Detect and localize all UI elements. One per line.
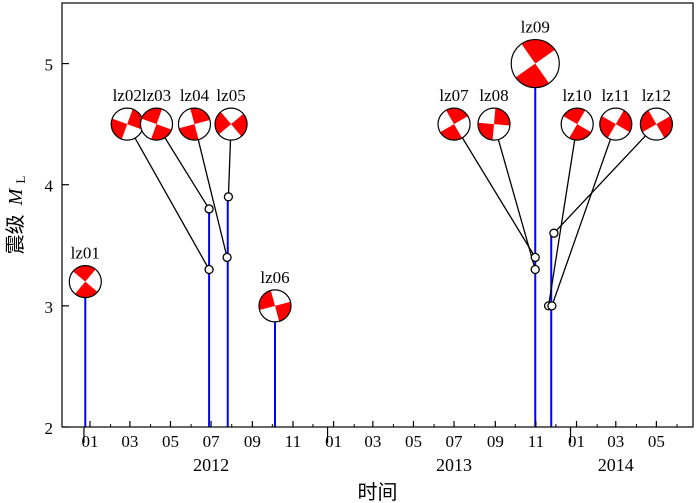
- beachball-lz02: [110, 107, 144, 141]
- event-label-lz08: lz08: [479, 86, 508, 105]
- event-label-lz09: lz09: [521, 18, 550, 37]
- svg-text:震级 M L: 震级 M L: [4, 176, 28, 255]
- event-marker-lz02: [204, 264, 214, 275]
- y-tick-label: 2: [45, 419, 54, 438]
- event-label-lz11: lz11: [601, 86, 630, 105]
- x-tick-label: 01: [568, 432, 585, 451]
- connector-line-lz08: [493, 123, 536, 270]
- y-axis-label: 震级 M L: [4, 176, 28, 255]
- beachball-quadrant: [73, 265, 96, 282]
- connector-line-lz07: [453, 123, 536, 258]
- event-label-lz12: lz12: [642, 86, 671, 105]
- event-marker-lz08: [530, 264, 540, 275]
- plot-frame: [61, 2, 694, 428]
- beachball-lz01: [68, 265, 102, 299]
- x-tick-label: 07: [203, 432, 221, 451]
- beachball-quadrant: [599, 116, 616, 138]
- beachball-quadrant: [521, 39, 555, 64]
- beachball-quadrant: [477, 122, 494, 141]
- x-axis-label: 时间: [358, 481, 398, 503]
- year-label: 2013: [436, 455, 472, 475]
- event-label-lz02: lz02: [113, 86, 142, 105]
- x-tick-label: 05: [405, 432, 422, 451]
- event-label-lz07: lz07: [439, 86, 469, 105]
- y-axis-label-subscript: L: [13, 176, 28, 184]
- beachball-quadrant: [640, 110, 657, 133]
- x-tick-label: 03: [364, 432, 381, 451]
- beachball-quadrant: [75, 281, 98, 298]
- event-marker-lz12: [549, 228, 559, 238]
- beachball-lz03: [139, 107, 174, 141]
- event-label-lz01: lz01: [71, 244, 100, 263]
- y-ticks: 2 3 4 5: [45, 56, 69, 438]
- connector-line-lz02: [126, 123, 210, 270]
- beachball-lz06: [258, 289, 292, 323]
- beachball-lz12: [639, 107, 673, 141]
- year-label: 2012: [193, 455, 229, 475]
- x-tick-label: 11: [528, 432, 544, 451]
- x-tick-label: 11: [285, 432, 301, 451]
- x-tick-label: 09: [487, 432, 504, 451]
- event-label-lz10: lz10: [563, 86, 592, 105]
- x-tick-label: 01: [325, 432, 342, 451]
- beachball-lz11: [599, 107, 633, 141]
- x-ticks: 01 03 05 07 09 11 01 03 05 07 09 11 01 03 05 2012 2013 20…: [81, 421, 678, 475]
- x-tick-label: 01: [81, 432, 98, 451]
- beachball-lz04: [177, 107, 212, 141]
- event-label-lz06: lz06: [260, 268, 289, 287]
- connector-line-lz12: [553, 123, 657, 234]
- y-axis-label-text: 震级: [4, 214, 27, 254]
- event-marker-lz03: [204, 204, 214, 214]
- beachball-lz10: [560, 107, 594, 141]
- x-tick-label: 03: [607, 432, 624, 451]
- beachball-lz07: [437, 107, 471, 141]
- event-label-lz04: lz04: [180, 86, 210, 105]
- beachball-layer: lz01 lz02 lz03 lz04 lz05 lz06 lz07 lz08 lz09 lz10…: [68, 18, 673, 323]
- y-tick-label: 3: [45, 298, 54, 317]
- beachball-quadrant: [215, 111, 232, 135]
- beachball-quadrant: [231, 113, 248, 137]
- connector-line-lz04: [193, 123, 228, 258]
- beachball-quadrant: [493, 108, 510, 126]
- connector-line-lz03: [155, 123, 210, 210]
- connector-layer: [126, 123, 657, 307]
- x-tick-label: 05: [162, 432, 179, 451]
- beachball-quadrant: [515, 63, 550, 88]
- x-tick-label: 09: [244, 432, 261, 451]
- connector-line-lz11: [551, 123, 617, 307]
- year-label: 2014: [598, 455, 634, 475]
- y-axis-label-symbol: M: [5, 187, 27, 206]
- beachball-quadrant: [615, 110, 632, 133]
- event-marker-lz05: [223, 192, 234, 202]
- y-tick-label: 4: [45, 177, 54, 196]
- marker-layer: [204, 192, 559, 311]
- beachball-lz05: [214, 107, 248, 141]
- event-marker-lz11: [547, 301, 557, 311]
- beachball-lz08: [477, 107, 511, 141]
- event-label-lz05: lz05: [216, 86, 245, 105]
- connector-line-lz10: [547, 124, 578, 306]
- event-marker-lz04: [222, 252, 232, 263]
- beachball-quadrant: [656, 116, 673, 138]
- x-tick-label: 07: [446, 432, 464, 451]
- x-tick-label: 03: [121, 432, 138, 451]
- event-label-lz03: lz03: [142, 86, 171, 105]
- event-marker-lz07: [530, 252, 540, 263]
- beachball-quadrant: [440, 124, 463, 141]
- axes: [61, 2, 694, 428]
- x-tick-label: 05: [648, 432, 665, 451]
- y-tick-label: 5: [45, 56, 54, 75]
- beachball-quadrant: [569, 124, 592, 141]
- beachball-quadrant: [563, 108, 586, 125]
- beachball-lz09: [510, 38, 560, 89]
- beachball-quadrant: [446, 108, 468, 125]
